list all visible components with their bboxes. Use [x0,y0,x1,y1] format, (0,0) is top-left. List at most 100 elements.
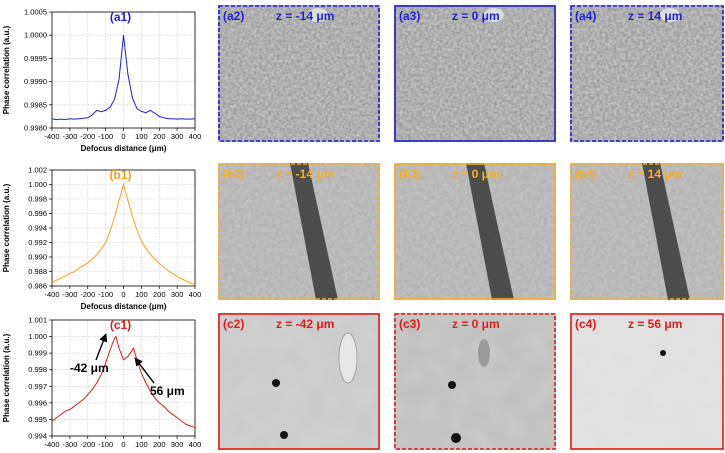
x-tick-label: 300 [171,132,184,141]
panel-label: (c4) [575,317,596,331]
panel-image [394,313,556,450]
x-tick-label: -200 [80,440,95,449]
panel-image [394,5,556,142]
panel-z: z = 0 μm [452,167,500,181]
panel-label: (a3) [399,9,420,23]
y-axis-label: Phase correlation (a.u.) [2,25,11,114]
panel-z: z = -14 μm [276,9,334,23]
panel-label: (a4) [575,9,596,23]
x-tick-label: 100 [135,132,148,141]
panel-z: z = -14 μm [276,167,334,181]
y-tick-label: 0.996 [28,209,47,218]
image-panel: (a4) z = 14 μm [570,5,724,142]
annotation: 56 μm [150,384,185,398]
panel-image [570,5,724,142]
x-tick-label: 0 [121,440,125,449]
cell [339,333,357,383]
chart: 0.99800.99850.99900.99951.00001.0005-400… [2,8,201,154]
cell [478,339,490,367]
panel-label: (a2) [223,9,244,23]
chart-title: (a1) [110,10,131,24]
x-tick-label: 400 [189,440,202,449]
texture [570,5,724,142]
y-tick-label: 1.000 [28,332,47,341]
y-tick-label: 1.0005 [24,8,47,17]
panel-image [394,163,556,300]
panel-image [570,313,724,450]
y-tick-label: 1.000 [28,180,47,189]
x-tick-label: -200 [80,132,95,141]
y-tick-label: 0.9985 [24,100,47,109]
x-tick-label: 200 [153,440,166,449]
y-tick-label: 1.0000 [24,31,47,40]
panel-z: z = 0 μm [452,317,500,331]
panel-label: (b2) [223,167,245,181]
chart: 0.9940.9950.9960.9970.9980.9991.0001.001… [2,316,201,453]
x-tick-label: -400 [44,440,59,449]
y-axis-label: Phase correlation (a.u.) [2,333,11,422]
panel-label: (b4) [575,167,597,181]
x-tick-label: 100 [135,440,148,449]
texture [394,5,556,142]
x-tick-label: -300 [62,440,77,449]
x-tick-label: -400 [44,290,59,299]
y-tick-label: 1.002 [28,166,47,175]
texture [218,313,380,450]
panel-z: z = 0 μm [452,9,500,23]
x-tick-label: -400 [44,132,59,141]
y-tick-label: 0.998 [28,365,47,374]
panel-image [218,313,380,450]
particle [451,433,461,443]
x-axis-label: Defocus distance (μm) [81,302,167,311]
panel-label: (c3) [399,317,420,331]
x-tick-label: 0 [121,132,125,141]
y-tick-label: 0.995 [28,415,47,424]
image-panel: (a3) z = 0 μm [394,5,556,142]
image-panel: (b3) z = 0 μm [394,163,556,300]
x-tick-label: -100 [98,440,113,449]
particle [448,381,456,389]
panel-image [570,163,724,300]
panel-label: (b3) [399,167,421,181]
y-tick-label: 0.996 [28,398,47,407]
y-tick-label: 0.997 [28,382,47,391]
image-panel: (c4) z = 56 μm [570,313,724,450]
panel-z: z = -42 μm [276,317,334,331]
x-tick-label: -300 [62,132,77,141]
texture [570,313,724,450]
image-panel: (c3) z = 0 μm [394,313,556,450]
x-tick-label: 300 [171,290,184,299]
x-tick-label: -100 [98,290,113,299]
panel-z: z = 14 μm [628,9,682,23]
y-tick-label: 0.998 [28,195,47,204]
y-tick-label: 0.988 [28,267,47,276]
panel-image [218,5,380,142]
image-panel: (c2) z = -42 μm [218,313,380,450]
x-tick-label: 0 [121,290,125,299]
y-axis-label: Phase correlation (a.u.) [2,183,11,272]
particle [280,431,288,439]
x-tick-label: 200 [153,132,166,141]
x-tick-label: 200 [153,290,166,299]
x-tick-label: -100 [98,132,113,141]
panel-image [218,163,380,300]
x-tick-label: 100 [135,290,148,299]
y-tick-label: 0.999 [28,349,47,358]
panel-z: z = 14 μm [628,167,682,181]
x-tick-label: 400 [189,290,202,299]
y-tick-label: 1.001 [28,316,47,325]
texture [218,5,380,142]
figure: 0.99800.99850.99900.99951.00001.0005-400… [0,0,725,453]
chart-title: (b1) [110,168,132,182]
x-tick-label: -300 [62,290,77,299]
image-panel: (a2) z = -14 μm [218,5,380,142]
y-tick-label: 0.992 [28,238,47,247]
panel-z: z = 56 μm [628,317,682,331]
panel-label: (c2) [223,317,244,331]
texture [394,313,556,450]
image-panel: (b2) z = -14 μm [218,163,380,300]
chart-title: (c1) [110,318,131,332]
particle [660,350,666,356]
image-panel: (b4) z = 14 μm [570,163,724,300]
annotation: -42 μm [70,361,109,375]
